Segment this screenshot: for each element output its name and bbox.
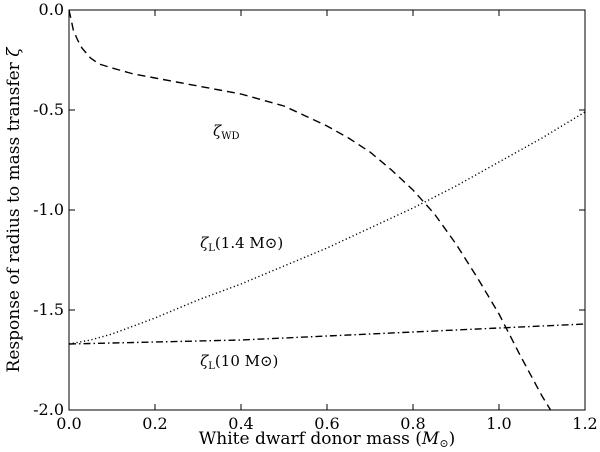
y-axis-label-var: ζ (4, 46, 24, 57)
series-label-symbol: ζ (200, 352, 209, 370)
series-label-tail: (10 M⊙) (215, 352, 279, 370)
x-axis-label-close: ) (449, 429, 456, 449)
y-tick-label: -2.0 (33, 400, 64, 419)
series-label-sub: WD (221, 131, 239, 142)
series-label-symbol: ζ (213, 122, 222, 140)
y-axis-label-main: Response of radius to mass transfer (4, 57, 24, 373)
x-tick-label: 1.2 (572, 414, 597, 433)
x-axis-label-var: M (421, 429, 440, 449)
series-label-1: ζWD (213, 122, 239, 142)
x-axis-label: White dwarf donor mass (M⊙) (199, 429, 455, 450)
series-lines (68, 9, 586, 411)
series-line-2 (68, 111, 586, 345)
x-axis-label-main: White dwarf donor mass ( (199, 429, 422, 449)
plot-frame (68, 9, 586, 411)
series-label-2: ζL(1.4 M⊙) (200, 234, 283, 254)
y-tick-label: -1.5 (33, 300, 64, 319)
x-tick-label: 0.6 (314, 414, 339, 433)
series-label-sub: L (208, 243, 215, 254)
x-tick-label: 0.8 (400, 414, 425, 433)
x-tick-label: 0.4 (228, 414, 253, 433)
series-label-3: ζL(10 M⊙) (200, 352, 278, 372)
series-label-symbol: ζ (200, 234, 209, 252)
y-axis-label: Response of radius to mass transfer ζ (4, 46, 24, 373)
x-tick-label: 0.2 (142, 414, 167, 433)
series-label-tail: (1.4 M⊙) (215, 234, 283, 252)
y-tick-label: -0.5 (33, 100, 64, 119)
y-tick-label: -1.0 (33, 200, 64, 219)
x-tick-label: 0.0 (56, 414, 81, 433)
axis-ticks: 0.0 0.2 0.4 0.6 0.8 1.0 1.2 0.0 -0.5 -1.0 -1.5 -2.0 (33, 0, 598, 433)
series-line-3 (68, 323, 586, 345)
y-tick-label: 0.0 (39, 0, 64, 19)
series-label-sub: L (208, 361, 215, 372)
series-line-1 (68, 9, 552, 411)
x-axis-label-sub: ⊙ (439, 437, 448, 450)
x-tick-label: 1.0 (486, 414, 511, 433)
